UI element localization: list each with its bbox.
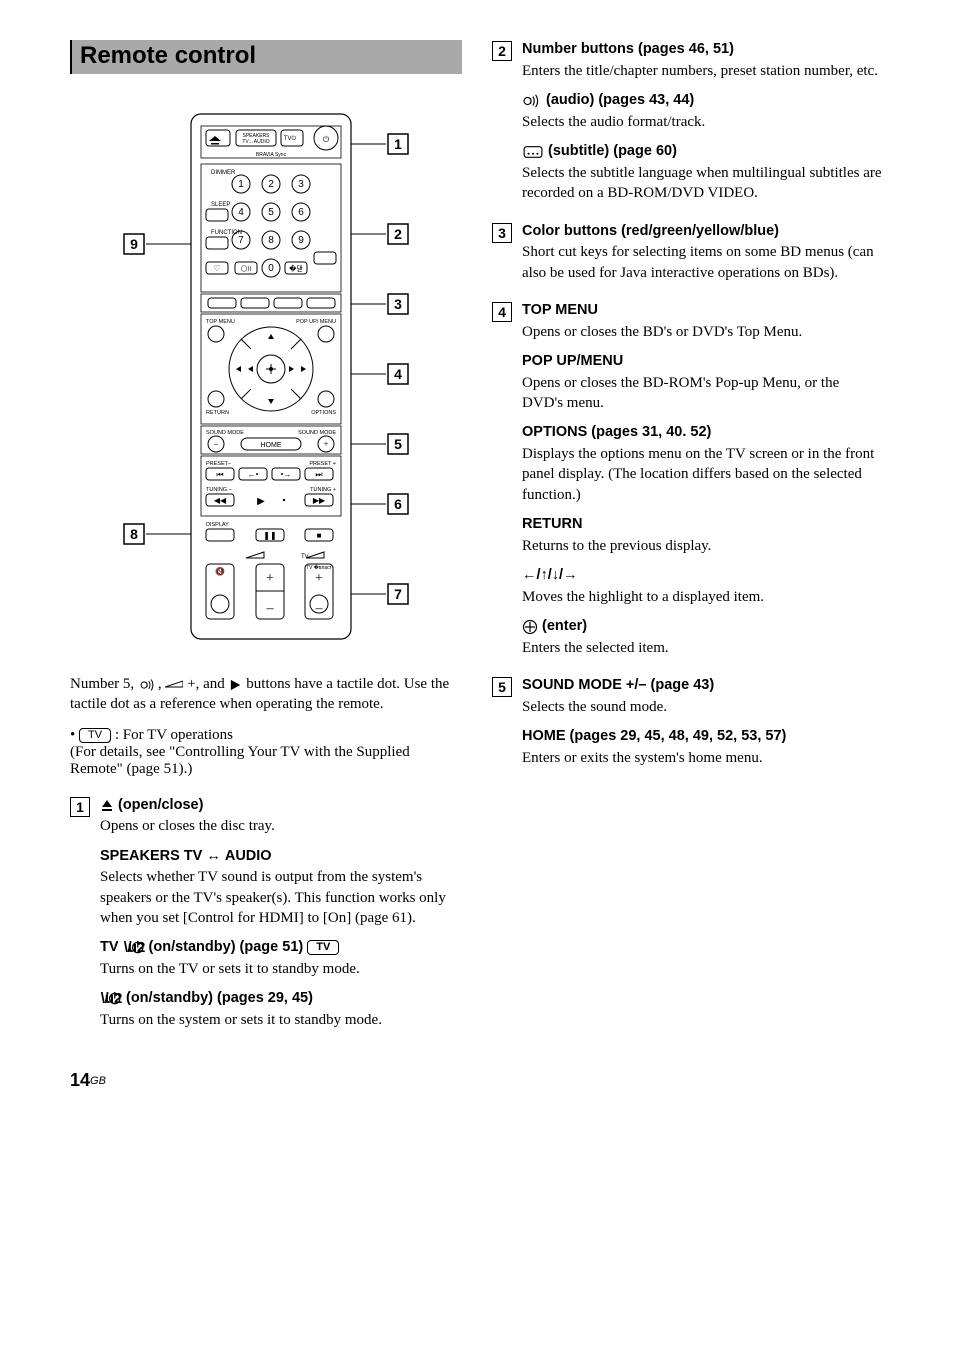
svg-text:TUNING –: TUNING – bbox=[206, 487, 233, 493]
svg-text:OPTIONS: OPTIONS bbox=[311, 410, 336, 416]
svg-text:0: 0 bbox=[268, 263, 274, 274]
power-icon bbox=[100, 991, 122, 1006]
svg-text:BRAVIA Sync: BRAVIA Sync bbox=[256, 152, 287, 158]
callout-item: 5 SOUND MODE +/– (page 43) Selects the s… bbox=[492, 676, 884, 768]
callout-number: 5 bbox=[492, 677, 512, 697]
svg-text:7: 7 bbox=[394, 586, 402, 602]
callout-item: 2 Number buttons (pages 46, 51) Enters t… bbox=[492, 40, 884, 204]
svg-text:8: 8 bbox=[268, 235, 274, 246]
svg-text:TV �власт: TV �власт bbox=[306, 564, 333, 571]
svg-text:4: 4 bbox=[238, 207, 244, 218]
harrow-icon: ↔ bbox=[206, 847, 221, 866]
page-footer: 14GB bbox=[70, 1070, 884, 1091]
svg-text:🔇: 🔇 bbox=[215, 566, 225, 576]
page-suffix: GB bbox=[90, 1075, 106, 1087]
svg-text:2: 2 bbox=[394, 226, 402, 242]
svg-text:▶▶: ▶▶ bbox=[313, 496, 326, 505]
svg-text:1: 1 bbox=[238, 179, 244, 190]
svg-text:♡: ♡ bbox=[213, 264, 220, 273]
svg-text:5: 5 bbox=[268, 207, 274, 218]
svg-text:3: 3 bbox=[298, 179, 304, 190]
svg-text:6: 6 bbox=[394, 496, 402, 512]
tv-badge-icon: TV bbox=[307, 940, 339, 955]
svg-text:3: 3 bbox=[394, 296, 402, 312]
svg-text:⏭: ⏭ bbox=[315, 470, 322, 479]
svg-text:❚❚: ❚❚ bbox=[263, 531, 276, 540]
svg-text:POP UP/ MENU: POP UP/ MENU bbox=[296, 319, 336, 325]
callout-item: 3 Color buttons (red/green/yellow/blue) … bbox=[492, 222, 884, 283]
svg-text:–: – bbox=[315, 601, 324, 616]
svg-text:RETURN: RETURN bbox=[206, 410, 229, 416]
svg-text:6: 6 bbox=[298, 207, 304, 218]
section-title: Remote control bbox=[80, 42, 454, 70]
subtitle-icon bbox=[522, 144, 544, 160]
svg-text:–: – bbox=[266, 601, 275, 616]
svg-text:■: ■ bbox=[317, 531, 322, 540]
svg-text:SOUND MODE: SOUND MODE bbox=[298, 430, 336, 436]
svg-text:+: + bbox=[323, 439, 328, 449]
svg-text:•→: •→ bbox=[281, 470, 292, 479]
svg-text:TOP MENU: TOP MENU bbox=[206, 319, 235, 325]
callout-number: 2 bbox=[492, 41, 512, 61]
svg-text:⏻: ⏻ bbox=[323, 135, 330, 144]
svg-text:7: 7 bbox=[238, 235, 244, 246]
svg-text:+: + bbox=[315, 571, 323, 586]
svg-text:TUNING +: TUNING + bbox=[310, 487, 336, 493]
callout-number: 4 bbox=[492, 302, 512, 322]
callout-number: 1 bbox=[70, 797, 90, 817]
page-number: 14 bbox=[70, 1070, 90, 1090]
svg-text:2: 2 bbox=[268, 179, 274, 190]
svg-text:◯)): ◯)) bbox=[241, 265, 252, 272]
svg-text:9: 9 bbox=[298, 235, 304, 246]
svg-text:5: 5 bbox=[394, 436, 402, 452]
svg-text:◀◀: ◀◀ bbox=[214, 496, 227, 505]
svg-text:FUNCTION: FUNCTION bbox=[211, 230, 242, 236]
svg-text:4: 4 bbox=[394, 366, 402, 382]
svg-text:PRESET +: PRESET + bbox=[309, 461, 336, 467]
svg-text:1: 1 bbox=[394, 136, 402, 152]
remote-diagram: 1 2 3 4 5 6 7 8 9 bbox=[70, 94, 462, 654]
svg-text:⏮: ⏮ bbox=[216, 470, 223, 479]
callout-number: 3 bbox=[492, 223, 512, 243]
callout-item: 4 TOP MENU Opens or closes the BD's or D… bbox=[492, 301, 884, 658]
svg-text:SLEEP: SLEEP bbox=[211, 202, 230, 208]
eject-icon bbox=[100, 798, 114, 812]
svg-text:TV↔AUDIO: TV↔AUDIO bbox=[242, 139, 269, 145]
svg-text:PRESET–: PRESET– bbox=[206, 461, 232, 467]
svg-text:HOME: HOME bbox=[261, 442, 282, 449]
svg-text:DISPLAY: DISPLAY bbox=[206, 522, 229, 528]
arrows-icon: ←/↑/↓/→ bbox=[522, 566, 884, 585]
svg-text:▶: ▶ bbox=[257, 496, 265, 507]
svg-text:8: 8 bbox=[130, 526, 138, 542]
svg-text:9: 9 bbox=[130, 236, 138, 252]
svg-text:TV⏻: TV⏻ bbox=[284, 135, 297, 142]
svg-text:SOUND MODE: SOUND MODE bbox=[206, 430, 244, 436]
tv-badge-icon: TV bbox=[79, 728, 111, 743]
tactile-note: Number 5, , +, and buttons have a tactil… bbox=[70, 674, 462, 715]
svg-text:–: – bbox=[213, 439, 219, 449]
enter-icon bbox=[522, 619, 538, 635]
audio-icon bbox=[522, 93, 542, 109]
tv-note: • TV : For TV operations (For details, s… bbox=[70, 727, 462, 778]
svg-text:�댇: �댇 bbox=[289, 264, 303, 273]
section-title-bar: Remote control bbox=[70, 40, 462, 74]
svg-text:DIMMER: DIMMER bbox=[211, 170, 236, 176]
svg-text:+: + bbox=[266, 571, 274, 586]
svg-text:←•: ←• bbox=[248, 470, 259, 479]
power-icon bbox=[123, 940, 145, 955]
callout-item: 1 (open/close) Opens or closes the disc … bbox=[70, 796, 462, 1031]
